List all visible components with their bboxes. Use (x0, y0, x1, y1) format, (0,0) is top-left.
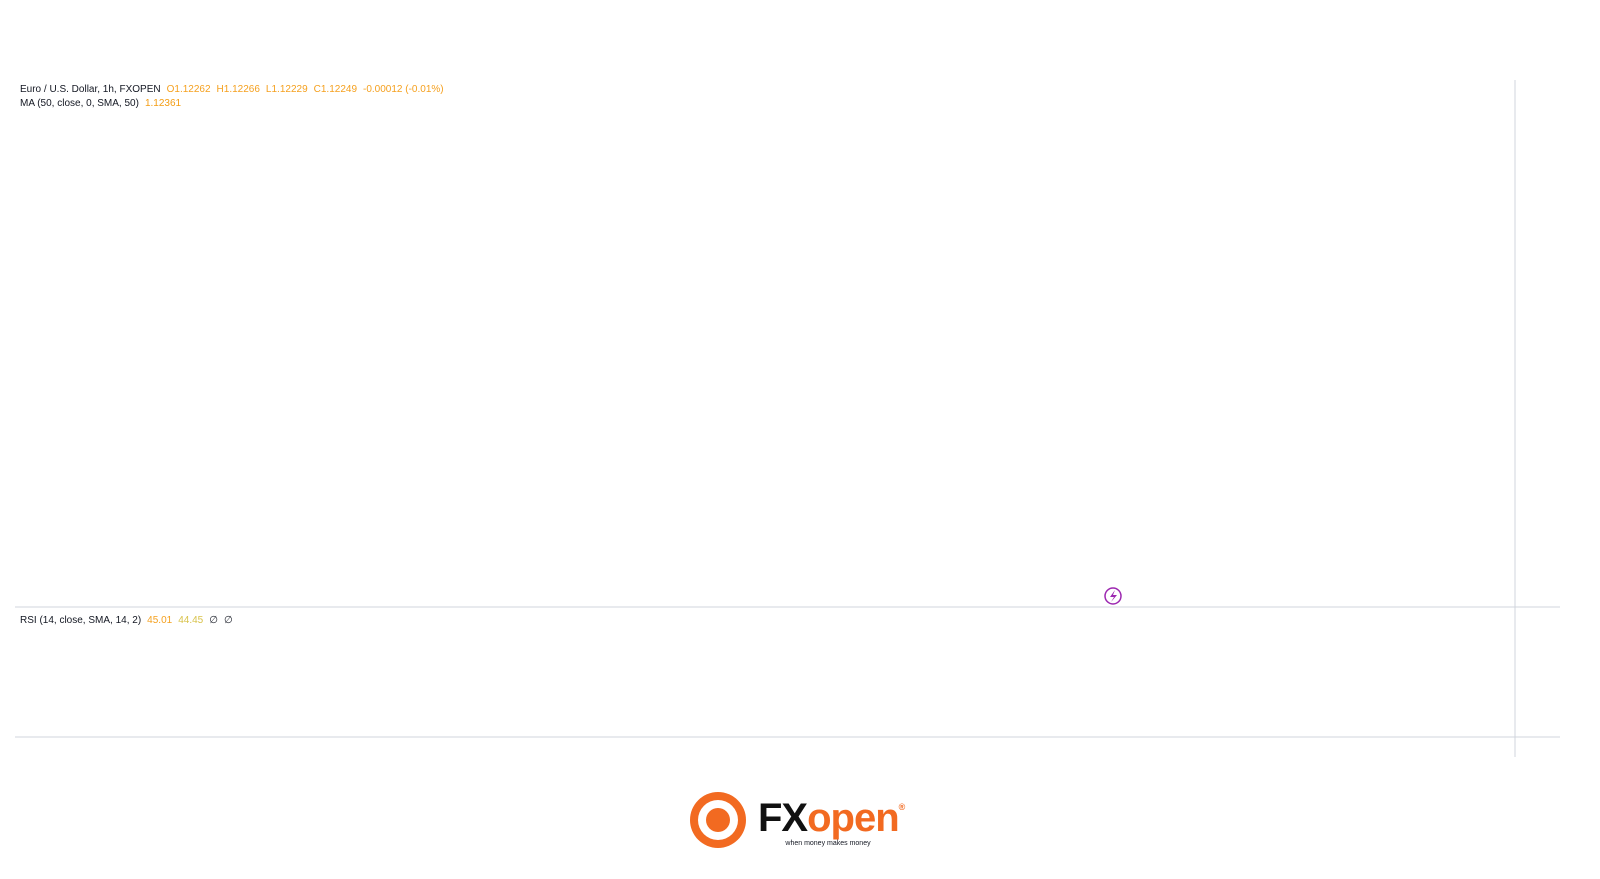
ohlc-value: C1.12249 (314, 84, 358, 95)
ma-legend: MA (50, close, 0, SMA, 50) 1.12361 (20, 98, 182, 109)
alert-bolt (1110, 590, 1117, 602)
legend: Euro / U.S. Dollar, 1h, FXOPEN O1.12262 H1… (20, 84, 444, 626)
logo-open: open (807, 796, 899, 840)
rsi-title: RSI (14, close, SMA, 14, 2) (20, 615, 141, 626)
logo-tagline: when money makes money (784, 840, 871, 847)
ohlc-value: H1.12266 (217, 84, 261, 95)
logo-registered: ® (899, 802, 906, 812)
symbol-title: Euro / U.S. Dollar, 1h, FXOPEN (20, 84, 161, 95)
rsi-legend: RSI (14, close, SMA, 14, 2) 45.01 44.45 ∅ ∅ (20, 615, 233, 626)
rsi-value: 45.01 (147, 615, 172, 626)
ohlc-value: O1.12262 (167, 84, 211, 95)
ohlc-value: -0.00012 (-0.01%) (363, 84, 444, 95)
ma-value: 1.12361 (145, 98, 182, 109)
logo-text: FXopen® (758, 796, 906, 840)
logo: FXopen® when money makes money (690, 792, 907, 848)
ohlc-values: O1.12262 H1.12266 L1.12229 C1.12249 -0.00012… (167, 84, 444, 95)
rsi-ma-value: 44.45 (178, 615, 203, 626)
rsi-extra: ∅ (224, 615, 233, 626)
rsi-extra: ∅ (209, 615, 218, 626)
logo-icon-core (706, 808, 730, 832)
logo-fx: FX (758, 796, 808, 840)
ma-title: MA (50, close, 0, SMA, 50) (20, 98, 139, 109)
ohlc-value: L1.12229 (266, 84, 308, 95)
symbol-legend: Euro / U.S. Dollar, 1h, FXOPEN O1.12262 H1… (20, 84, 444, 95)
